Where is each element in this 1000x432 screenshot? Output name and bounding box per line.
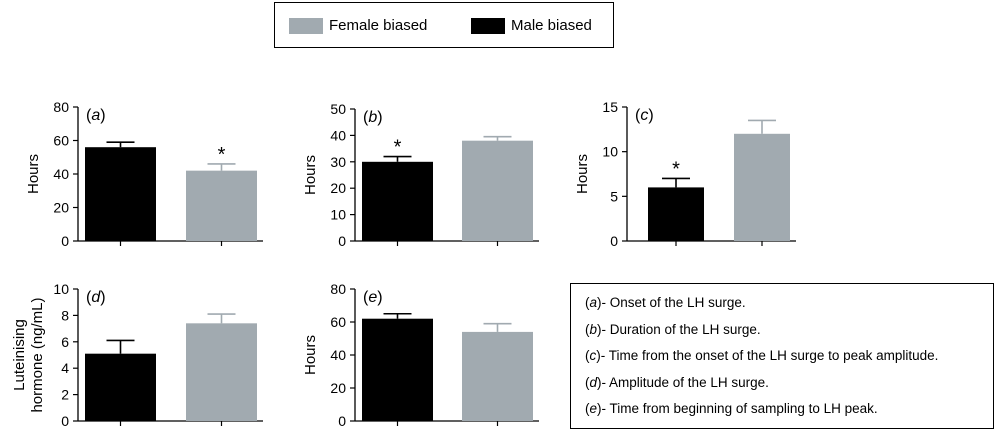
panel-b-significance-star: * xyxy=(394,137,402,159)
legend-swatch-male xyxy=(471,18,505,34)
panel-d-y-axis-label: Luteinising xyxy=(11,319,28,391)
panel-d-y-tick-label: 10 xyxy=(53,281,69,297)
panel-c-y-tick-label: 0 xyxy=(610,233,618,249)
panel-b-y-tick-label: 20 xyxy=(330,180,346,196)
panel-b-y-tick-label: 10 xyxy=(330,207,346,223)
panel-e-y-tick-label: 0 xyxy=(338,413,346,429)
panel-b-y-axis-label: Hours xyxy=(302,155,319,195)
panel-a-bar-female xyxy=(186,170,257,241)
panel-c-bar-male xyxy=(648,187,704,241)
panel-b-y-tick-label: 50 xyxy=(330,101,346,117)
panel-c-y-axis-label: Hours xyxy=(574,154,591,194)
notes-box: (a)- Onset of the LH surge. (b)- Duratio… xyxy=(570,283,994,429)
legend-swatch-female xyxy=(289,18,323,34)
panel-c-y-tick-label: 15 xyxy=(602,99,618,115)
panel-a-y-tick-label: 40 xyxy=(53,166,69,182)
panel-a-significance-star: * xyxy=(218,144,226,166)
panel-d-y-tick-label: 0 xyxy=(61,413,69,429)
panel-a-label: (a) xyxy=(86,107,106,124)
panel-c-bar-female xyxy=(734,133,790,241)
panel-d-label: (d) xyxy=(86,289,106,306)
panel-b-bar-female xyxy=(462,140,533,241)
note-b: (b)- Duration of the LH surge. xyxy=(585,321,761,337)
panel-a-y-tick-label: 0 xyxy=(61,233,69,249)
panel-c-significance-star: * xyxy=(672,158,680,180)
note-c: (c)- Time from the onset of the LH surge… xyxy=(585,348,939,363)
panel-d-y-tick-label: 2 xyxy=(61,387,69,403)
panel-b-bar-male xyxy=(362,161,433,241)
panel-e-bar-female xyxy=(462,331,533,421)
panel-b-y-tick-label: 0 xyxy=(338,233,346,249)
panel-a-y-tick-label: 20 xyxy=(53,200,69,216)
panel-a-y-tick-label: 80 xyxy=(53,99,69,115)
panel-d-y-tick-label: 4 xyxy=(61,360,69,376)
panel-a-y-axis-label: Hours xyxy=(25,154,42,194)
panel-e-y-tick-label: 40 xyxy=(330,347,346,363)
panel-d-bar-female xyxy=(186,323,257,421)
panel-c-label: (c) xyxy=(635,107,654,124)
panel-e-y-tick-label: 80 xyxy=(330,281,346,297)
panel-a-bar-male xyxy=(85,147,156,241)
panel-e-y-axis-label: Hours xyxy=(302,335,319,375)
panel-c-y-tick-label: 10 xyxy=(602,144,618,160)
note-e: (e)- Time from beginning of sampling to … xyxy=(585,401,878,416)
panel-b-label: (b) xyxy=(363,109,383,126)
panel-d-y-axis-label: hormone (ng/mL) xyxy=(29,297,46,412)
panel-d-y-tick-label: 8 xyxy=(61,307,69,323)
note-a: (a)- Onset of the LH surge. xyxy=(585,295,746,310)
panel-e-label: (e) xyxy=(363,289,383,306)
panel-d-bar-male xyxy=(85,353,156,421)
legend-label-male: Male biased xyxy=(511,17,592,34)
panel-d-y-tick-label: 6 xyxy=(61,334,69,350)
panel-b-y-tick-label: 40 xyxy=(330,127,346,143)
note-d: (d)- Amplitude of the LH surge. xyxy=(585,374,769,390)
panel-e-y-tick-label: 20 xyxy=(330,380,346,396)
legend-label-female: Female biased xyxy=(329,17,428,34)
panel-e-y-tick-label: 60 xyxy=(330,314,346,330)
panel-e-bar-male xyxy=(362,318,433,421)
panel-c-y-tick-label: 5 xyxy=(610,188,618,204)
legend-box: Female biased Male biased xyxy=(274,2,614,48)
panel-b-y-tick-label: 30 xyxy=(330,154,346,170)
panel-a-y-tick-label: 60 xyxy=(53,133,69,149)
